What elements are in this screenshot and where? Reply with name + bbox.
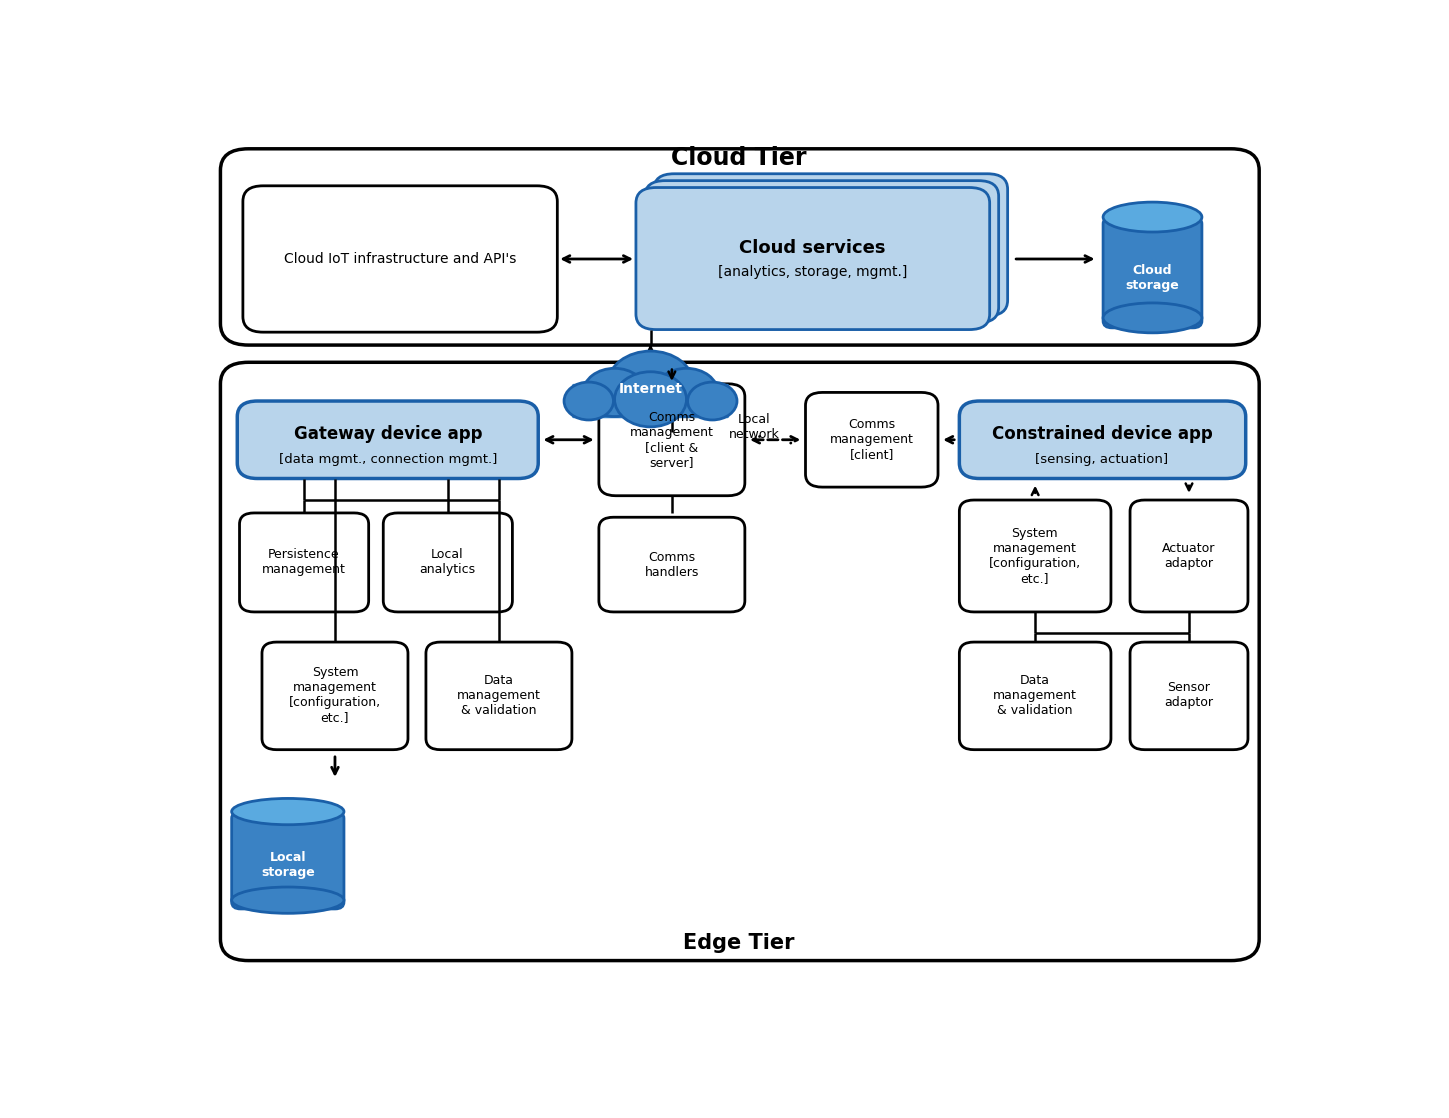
Ellipse shape — [1103, 303, 1201, 333]
Circle shape — [655, 368, 717, 417]
Text: [sensing, actuation]: [sensing, actuation] — [1036, 453, 1168, 466]
Text: Sensor
adaptor: Sensor adaptor — [1164, 682, 1213, 710]
Circle shape — [609, 351, 693, 417]
Text: Actuator
adaptor: Actuator adaptor — [1162, 542, 1216, 570]
FancyBboxPatch shape — [220, 149, 1259, 345]
FancyBboxPatch shape — [262, 642, 409, 750]
Text: Comms
management
[client]: Comms management [client] — [830, 418, 914, 462]
FancyBboxPatch shape — [383, 513, 513, 612]
Circle shape — [582, 368, 646, 417]
Text: Local
network: Local network — [729, 413, 780, 440]
Text: Cloud Tier: Cloud Tier — [671, 146, 807, 170]
FancyBboxPatch shape — [572, 383, 729, 418]
FancyBboxPatch shape — [806, 392, 938, 487]
FancyBboxPatch shape — [1130, 500, 1248, 612]
Text: Persistence
management: Persistence management — [262, 548, 345, 576]
FancyBboxPatch shape — [1130, 642, 1248, 750]
FancyBboxPatch shape — [959, 642, 1111, 750]
Text: [data mgmt., connection mgmt.]: [data mgmt., connection mgmt.] — [278, 453, 497, 466]
Text: System
management
[configuration,
etc.]: System management [configuration, etc.] — [988, 527, 1081, 585]
Circle shape — [564, 382, 613, 420]
FancyBboxPatch shape — [636, 188, 990, 330]
Text: Gateway device app: Gateway device app — [294, 425, 483, 443]
Circle shape — [688, 382, 738, 420]
FancyBboxPatch shape — [959, 401, 1246, 479]
FancyBboxPatch shape — [238, 401, 538, 479]
FancyBboxPatch shape — [598, 518, 745, 612]
FancyBboxPatch shape — [598, 383, 745, 495]
Text: Local
analytics: Local analytics — [419, 548, 475, 576]
Text: Local
storage: Local storage — [261, 851, 314, 879]
FancyBboxPatch shape — [959, 500, 1111, 612]
FancyBboxPatch shape — [239, 513, 368, 612]
Text: Internet: Internet — [619, 382, 682, 396]
Ellipse shape — [232, 887, 343, 913]
Text: Constrained device app: Constrained device app — [991, 425, 1213, 443]
Text: [analytics, storage, mgmt.]: [analytics, storage, mgmt.] — [717, 265, 907, 278]
Ellipse shape — [1103, 202, 1201, 233]
Text: Data
management
& validation: Data management & validation — [993, 674, 1077, 717]
FancyBboxPatch shape — [653, 173, 1007, 315]
Text: Comms
management
[client &
server]: Comms management [client & server] — [630, 410, 714, 468]
Text: Cloud IoT infrastructure and API's: Cloud IoT infrastructure and API's — [284, 252, 516, 266]
Text: System
management
[configuration,
etc.]: System management [configuration, etc.] — [288, 666, 381, 724]
FancyBboxPatch shape — [426, 642, 572, 750]
Circle shape — [614, 372, 687, 427]
Text: Comms
handlers: Comms handlers — [645, 550, 698, 579]
Text: Edge Tier: Edge Tier — [684, 934, 796, 954]
Ellipse shape — [232, 798, 343, 825]
FancyBboxPatch shape — [243, 186, 558, 332]
FancyBboxPatch shape — [220, 362, 1259, 960]
FancyBboxPatch shape — [645, 181, 998, 323]
Text: Cloud services: Cloud services — [739, 239, 885, 257]
Text: Data
management
& validation: Data management & validation — [456, 674, 540, 717]
FancyBboxPatch shape — [1103, 217, 1201, 328]
Text: Cloud
storage: Cloud storage — [1126, 264, 1179, 292]
FancyBboxPatch shape — [232, 812, 343, 909]
